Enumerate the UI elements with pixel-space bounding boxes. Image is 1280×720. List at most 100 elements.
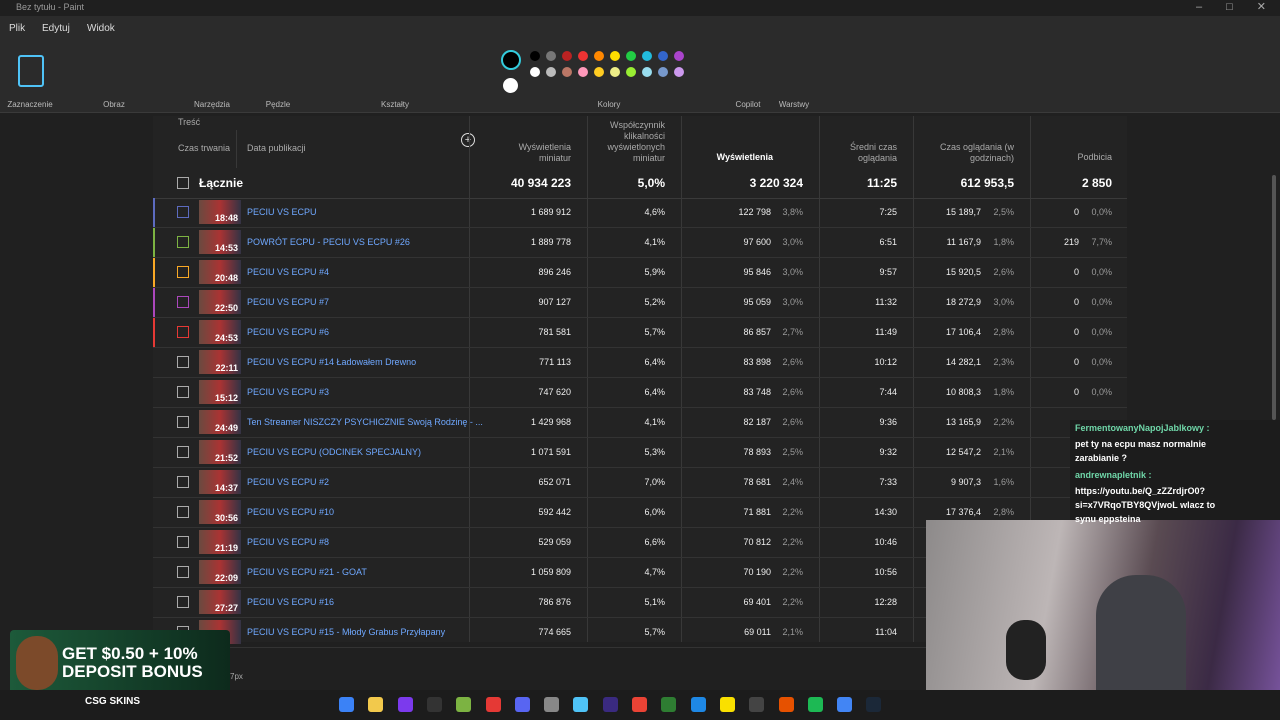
- total-value: 2 850: [1081, 176, 1112, 190]
- checkbox[interactable]: [177, 386, 189, 398]
- checkbox[interactable]: [177, 566, 189, 578]
- color-swatch[interactable]: [562, 51, 572, 61]
- cell: 1,8%: [993, 387, 1014, 397]
- checkbox[interactable]: [177, 177, 189, 189]
- video-title[interactable]: POWRÓT ECPU - PECIU VS ECPU #26: [247, 237, 410, 247]
- taskbar-icon[interactable]: [807, 697, 823, 712]
- checkbox[interactable]: [177, 296, 189, 308]
- taskbar-icon[interactable]: [573, 697, 589, 712]
- taskbar-icon[interactable]: [426, 697, 442, 712]
- color-primary[interactable]: [501, 50, 521, 70]
- color-swatch[interactable]: [674, 67, 684, 77]
- video-title[interactable]: PECIU VS ECPU #2: [247, 477, 330, 487]
- checkbox[interactable]: [177, 266, 189, 278]
- cell: 0: [1073, 267, 1079, 277]
- color-swatch[interactable]: [626, 67, 636, 77]
- row-divider: [153, 467, 1127, 468]
- cell: 5,9%: [644, 267, 665, 277]
- checkbox[interactable]: [177, 536, 189, 548]
- color-swatch[interactable]: [642, 67, 652, 77]
- header: Średni czas oglądania: [849, 142, 897, 163]
- checkbox[interactable]: [177, 416, 189, 428]
- cell: 7:25: [879, 207, 897, 217]
- color-swatch[interactable]: [610, 51, 620, 61]
- taskbar-icon[interactable]: [866, 697, 882, 712]
- video-title[interactable]: PECIU VS ECPU #14 Ładowałem Drewno: [247, 357, 417, 367]
- color-swatch[interactable]: [626, 51, 636, 61]
- window-controls[interactable]: –□✕: [1196, 1, 1266, 13]
- color-swatch[interactable]: [546, 67, 556, 77]
- video-title[interactable]: Ten Streamer NISZCZY PSYCHICZNIE Swoją R…: [247, 417, 483, 427]
- checkbox[interactable]: [177, 446, 189, 458]
- video-title[interactable]: PECIU VS ECPU #8: [247, 537, 330, 547]
- taskbar-icon[interactable]: [368, 697, 384, 712]
- add-column[interactable]: +: [461, 133, 475, 147]
- menu-item[interactable]: Edytuj: [42, 23, 70, 34]
- taskbar-icon[interactable]: [837, 697, 853, 712]
- cell: 747 620: [538, 387, 571, 397]
- color-swatch[interactable]: [594, 67, 604, 77]
- cell: 0,0%: [1091, 387, 1112, 397]
- checkbox[interactable]: [177, 236, 189, 248]
- column-divider: [819, 116, 820, 642]
- taskbar-icon[interactable]: [749, 697, 765, 712]
- taskbar-icon[interactable]: [602, 697, 618, 712]
- color-swatch[interactable]: [610, 67, 620, 77]
- taskbar-icon[interactable]: [661, 697, 677, 712]
- video-title[interactable]: PECIU VS ECPU #15 - Młody Grabus Przyłap…: [247, 627, 446, 637]
- taskbar-icon[interactable]: [632, 697, 647, 712]
- taskbar-icon[interactable]: [544, 697, 560, 712]
- color-swatch[interactable]: [578, 51, 588, 61]
- color-swatch[interactable]: [562, 67, 572, 77]
- checkbox[interactable]: [177, 506, 189, 518]
- ribbon-group-label: Zaznaczenie: [7, 100, 53, 109]
- tool-icon[interactable]: [18, 55, 44, 87]
- cell: 2,2%: [782, 597, 803, 607]
- taskbar-icon[interactable]: [339, 697, 354, 712]
- cell: 82 187: [743, 417, 771, 427]
- cell: 10:46: [874, 537, 897, 547]
- cell: 11:49: [875, 327, 897, 337]
- taskbar-icon[interactable]: [456, 697, 472, 712]
- color-swatch[interactable]: [658, 51, 668, 61]
- taskbar-icon[interactable]: [778, 697, 794, 712]
- color-swatch[interactable]: [674, 51, 684, 61]
- menu-item[interactable]: Plik: [9, 23, 26, 34]
- taskbar-icon[interactable]: [485, 697, 501, 712]
- video-title[interactable]: PECIU VS ECPU: [247, 207, 317, 217]
- color-swatch[interactable]: [530, 67, 540, 77]
- cell: 7,7%: [1091, 237, 1112, 247]
- taskbar-icon[interactable]: [690, 697, 706, 712]
- color-secondary[interactable]: [503, 78, 518, 93]
- video-title[interactable]: PECIU VS ECPU #10: [247, 507, 335, 517]
- taskbar-icon[interactable]: [719, 697, 735, 712]
- color-swatch[interactable]: [530, 51, 540, 61]
- menu-item[interactable]: Widok: [87, 23, 115, 34]
- video-title[interactable]: PECIU VS ECPU #3: [247, 387, 330, 397]
- total-value: 612 953,5: [960, 176, 1014, 190]
- taskbar-icon[interactable]: [397, 697, 413, 712]
- row-divider: [153, 587, 1127, 588]
- color-swatch[interactable]: [594, 51, 604, 61]
- checkbox[interactable]: [177, 206, 189, 218]
- row-divider: [153, 377, 1127, 378]
- checkbox[interactable]: [177, 356, 189, 368]
- ribbon-group-label: Narzędzia: [193, 100, 230, 109]
- color-swatch[interactable]: [578, 67, 588, 77]
- color-swatch[interactable]: [642, 51, 652, 61]
- status-text: 7px: [230, 672, 243, 681]
- color-swatch[interactable]: [546, 51, 556, 61]
- color-swatch[interactable]: [658, 67, 668, 77]
- video-title[interactable]: PECIU VS ECPU #4: [247, 267, 330, 277]
- video-title[interactable]: PECIU VS ECPU #16: [247, 597, 335, 607]
- checkbox[interactable]: [177, 596, 189, 608]
- header: Data publikacji: [247, 143, 306, 153]
- taskbar-icon[interactable]: [514, 697, 530, 712]
- video-title[interactable]: PECIU VS ECPU #21 - GOAT: [247, 567, 367, 577]
- scrollbar[interactable]: [1272, 175, 1276, 420]
- video-title[interactable]: PECIU VS ECPU (ODCINEK SPECJALNY): [247, 447, 422, 457]
- video-title[interactable]: PECIU VS ECPU #7: [247, 297, 330, 307]
- video-title[interactable]: PECIU VS ECPU #6: [247, 327, 330, 337]
- checkbox[interactable]: [177, 476, 189, 488]
- checkbox[interactable]: [177, 326, 189, 338]
